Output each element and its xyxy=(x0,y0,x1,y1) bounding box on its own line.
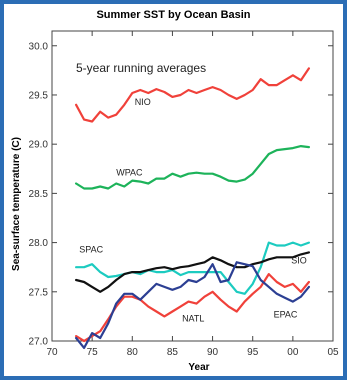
y-tick-label: 28.5 xyxy=(29,189,49,200)
y-tick-label: 30.0 xyxy=(29,41,49,52)
series-line-spac xyxy=(74,241,310,295)
y-tick-label: 27.0 xyxy=(29,337,49,348)
x-tick-label: 95 xyxy=(247,347,259,358)
x-tick-label: 00 xyxy=(287,347,299,358)
series-layer xyxy=(74,67,310,349)
y-tick-label: 29.5 xyxy=(29,90,49,101)
series-label-nio: NIO xyxy=(135,97,151,107)
y-tick-label: 29.0 xyxy=(29,140,49,151)
series-label-natl: NATL xyxy=(182,313,204,323)
x-tick-label: 85 xyxy=(167,347,179,358)
y-axis: 27.0 27.5 28.0 28.5 29.0 29.5 30.0 xyxy=(29,41,333,348)
x-tick-label: 70 xyxy=(46,347,58,358)
series-line-nio xyxy=(74,67,310,123)
sst-line-chart: Summer SST by Ocean Basin 27.0 27.5 28.0 28… xyxy=(11,9,339,373)
y-axis-label: Sea-surface temperature (C) xyxy=(11,137,22,271)
series-line-wpac xyxy=(74,145,310,190)
series-label-epac: EPAC xyxy=(274,309,298,319)
series-line-sio xyxy=(74,251,310,293)
x-axis-label: Year xyxy=(188,362,209,373)
series-label-spac: SPAC xyxy=(79,244,103,254)
y-tick-label: 27.5 xyxy=(29,287,49,298)
x-tick-label: 90 xyxy=(207,347,219,358)
series-labels: NIO WPAC SPAC SIO NATL EPAC xyxy=(79,97,306,324)
series-label-sio: SIO xyxy=(291,255,307,265)
chart-title: Summer SST by Ocean Basin xyxy=(96,9,250,21)
y-tick-label: 28.0 xyxy=(29,238,49,249)
series-line-epac xyxy=(74,261,310,349)
plot-area xyxy=(51,30,334,342)
x-tick-label: 05 xyxy=(327,347,339,358)
x-axis: 70 75 80 85 90 95 00 05 xyxy=(46,31,339,358)
series-label-wpac: WPAC xyxy=(116,168,143,178)
chart-annotation: 5-year running averages xyxy=(76,61,206,75)
x-tick-label: 80 xyxy=(127,347,139,358)
x-tick-label: 75 xyxy=(87,347,99,358)
